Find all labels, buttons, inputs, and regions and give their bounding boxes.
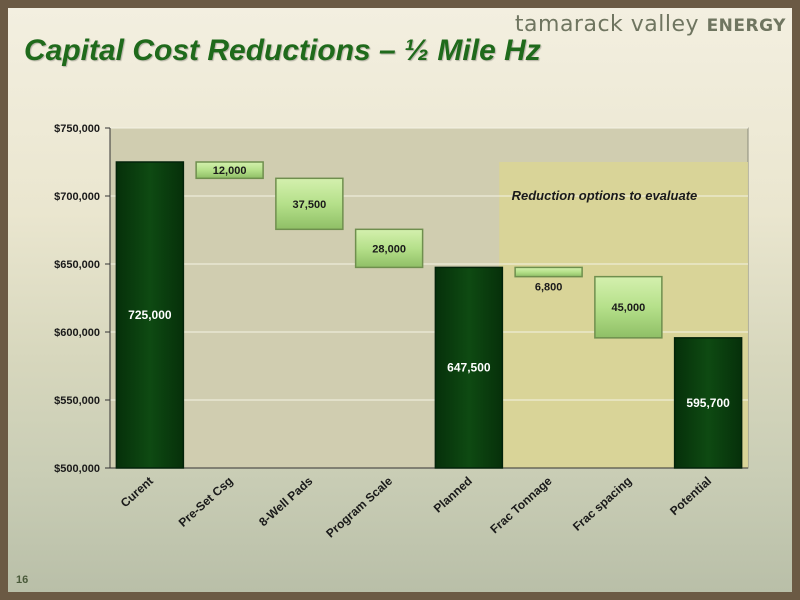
data-label: 37,500 — [293, 199, 327, 211]
bar-reduction — [195, 161, 264, 180]
data-label: 647,500 — [447, 361, 491, 375]
x-category-label: 8-Well Pads — [256, 474, 316, 530]
bar-reduction — [275, 177, 344, 231]
x-category-label: Curent — [118, 474, 156, 510]
bar-total — [115, 161, 185, 469]
bar-total — [434, 266, 504, 469]
x-category-label: Frac spacing — [570, 474, 634, 534]
page-title: Capital Cost Reductions – ½ Mile Hz — [24, 34, 541, 67]
company-logo: tamarack valley ENERGY — [515, 12, 786, 37]
bar-reduction — [354, 228, 424, 269]
brand-name: tamarack valley — [514, 12, 700, 37]
y-tick-label: $750,000 — [54, 123, 100, 135]
page-number: 16 — [16, 574, 29, 586]
x-category-label: Pre-Set Csg — [176, 474, 236, 530]
y-tick-label: $550,000 — [54, 395, 100, 407]
x-category-label: Planned — [431, 474, 475, 516]
data-label: 12,000 — [213, 165, 247, 177]
data-label: 725,000 — [128, 308, 172, 322]
y-tick-label: $600,000 — [54, 327, 100, 339]
bar-reduction — [514, 266, 583, 278]
brand-name-bold: ENERGY — [706, 16, 786, 36]
data-label: 6,800 — [535, 282, 563, 294]
data-label: 28,000 — [372, 243, 406, 255]
bar-reduction — [594, 275, 663, 339]
bar-total — [673, 337, 743, 469]
y-tick-label: $500,000 — [54, 463, 100, 475]
y-tick-label: $700,000 — [54, 191, 100, 203]
x-category-label: Frac Tonnage — [487, 474, 554, 537]
data-label: 595,700 — [686, 396, 730, 410]
x-category-label: Program Scale — [323, 474, 395, 541]
data-label: 45,000 — [612, 302, 646, 314]
x-category-label: Potential — [667, 474, 714, 518]
annotation-label: Reduction options to evaluate — [512, 188, 698, 203]
y-tick-label: $650,000 — [54, 259, 100, 271]
